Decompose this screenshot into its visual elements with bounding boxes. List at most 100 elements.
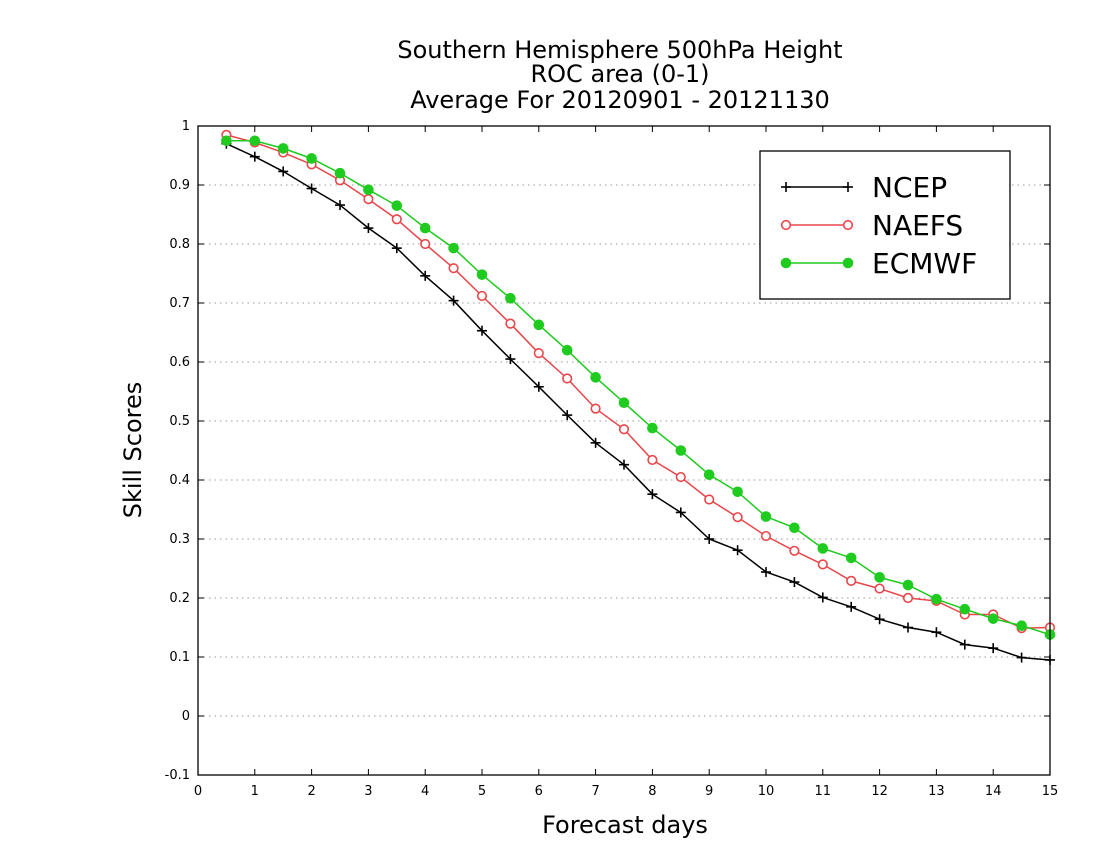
legend-marker-start: [781, 182, 791, 192]
data-point-ecmwf: [618, 397, 630, 409]
data-point-ncep: [533, 381, 544, 392]
data-point-ecmwf: [874, 572, 885, 583]
data-point-ncep: [363, 223, 374, 234]
data-point-naefs: [363, 194, 374, 205]
data-point-ncep: [959, 639, 970, 650]
data-point-ncep: [448, 295, 459, 306]
legend: NCEP NAEFS ECMWF: [759, 150, 1011, 300]
data-point-ecmwf: [959, 603, 971, 615]
data-point-naefs: [817, 559, 828, 570]
data-point-ncep: [647, 489, 658, 500]
data-point-ecmwf: [902, 579, 914, 591]
data-point-ncep: [477, 325, 487, 336]
data-point-ncep: [789, 577, 800, 588]
data-point-ncep: [761, 567, 771, 578]
data-point-ncep: [817, 592, 828, 603]
data-point-naefs: [760, 530, 772, 542]
data-point-naefs: [391, 214, 402, 225]
data-point-ecmwf: [931, 593, 942, 605]
x-tick-label: 15: [1042, 784, 1059, 799]
data-point-ncep: [590, 437, 601, 448]
data-point-ecmwf: [561, 344, 573, 356]
data-point-ecmwf: [1016, 620, 1027, 632]
data-point-naefs: [505, 318, 516, 329]
axes: -0.100.10.20.30.40.50.60.70.80.910 1 2 3 4 5 6…: [165, 119, 1059, 799]
legend-marker-end: [842, 219, 854, 231]
legend-marker-end: [842, 257, 854, 269]
data-point-ncep: [306, 183, 317, 194]
legend-items: NCEP NAEFS ECMWF: [780, 171, 977, 280]
y-tick-label: 0: [182, 709, 190, 724]
series-lines: [221, 129, 1056, 665]
data-point-ncep: [278, 166, 289, 177]
y-tick-label: 1: [182, 119, 190, 134]
y-tick-label: 0.2: [169, 591, 190, 606]
series-ncep: [221, 138, 1055, 665]
data-point-naefs: [902, 592, 914, 604]
x-tick-label: 0: [194, 784, 202, 799]
data-point-ecmwf: [306, 153, 317, 164]
data-point-ecmwf: [419, 222, 431, 234]
x-tick-label: 5: [478, 784, 486, 799]
x-tick-label: 12: [871, 784, 888, 799]
data-point-ecmwf: [760, 511, 772, 522]
legend-label: ECMWF: [872, 247, 977, 280]
y-tick-label: 0.4: [169, 473, 190, 488]
legend-label: NAEFS: [872, 209, 963, 242]
legend-label: NCEP: [872, 171, 947, 204]
data-point-ncep: [732, 545, 743, 556]
data-point-ncep: [1016, 652, 1027, 663]
x-tick-label: 1: [251, 784, 259, 799]
legend-item-ecmwf: ECMWF: [780, 247, 977, 280]
x-tick-label: 9: [705, 784, 713, 799]
x-tick-label: 6: [535, 784, 543, 799]
x-tick-label: 13: [928, 784, 945, 799]
x-tick-label: 14: [985, 784, 1002, 799]
data-point-ncep: [846, 601, 857, 612]
chart-title: Southern Hemisphere 500hPa Height ROC ar…: [397, 36, 842, 114]
data-point-naefs: [704, 494, 715, 505]
data-point-ecmwf: [221, 135, 232, 147]
data-point-ecmwf: [391, 200, 403, 211]
data-point-ncep: [420, 270, 431, 281]
data-point-ncep: [391, 243, 402, 254]
data-point-naefs: [732, 512, 743, 523]
data-point-ecmwf: [703, 469, 715, 480]
legend-marker-end: [843, 182, 853, 192]
data-point-naefs: [618, 424, 630, 435]
y-tick-label: 0.8: [169, 237, 190, 252]
data-point-ncep: [675, 507, 686, 518]
x-tick-label: 8: [648, 784, 656, 799]
legend-marker-start: [780, 219, 792, 231]
data-point-ncep: [505, 354, 516, 365]
data-point-ncep: [931, 627, 942, 638]
data-point-ecmwf: [277, 143, 289, 154]
x-tick-label: 7: [591, 784, 599, 799]
data-point-ncep: [619, 459, 629, 470]
data-point-naefs: [562, 373, 573, 384]
data-point-ncep: [562, 410, 573, 421]
y-tick-label: 0.6: [169, 355, 190, 370]
x-tick-label: 3: [364, 784, 372, 799]
data-point-ecmwf: [448, 242, 459, 254]
data-point-naefs: [590, 403, 601, 414]
data-point-ecmwf: [476, 269, 488, 280]
data-point-naefs: [420, 238, 431, 250]
x-axis-label: Forecast days: [542, 811, 708, 839]
data-point-ncep: [874, 614, 885, 625]
data-point-ecmwf: [647, 422, 658, 434]
data-point-ecmwf: [505, 292, 516, 304]
y-tick-label: 0.5: [169, 414, 190, 429]
title-line-2: ROC area (0-1): [530, 60, 709, 88]
legend-marker-start: [780, 257, 792, 269]
y-tick-label: 0.3: [169, 532, 190, 547]
title-line-1: Southern Hemisphere 500hPa Height: [397, 36, 842, 64]
y-tick-label: -0.1: [165, 768, 190, 783]
y-axis-label: Skill Scores: [119, 382, 147, 519]
data-point-ecmwf: [675, 445, 687, 456]
data-point-ecmwf: [987, 613, 999, 624]
y-tick-label: 0.7: [169, 296, 190, 311]
data-point-ncep: [335, 200, 345, 211]
